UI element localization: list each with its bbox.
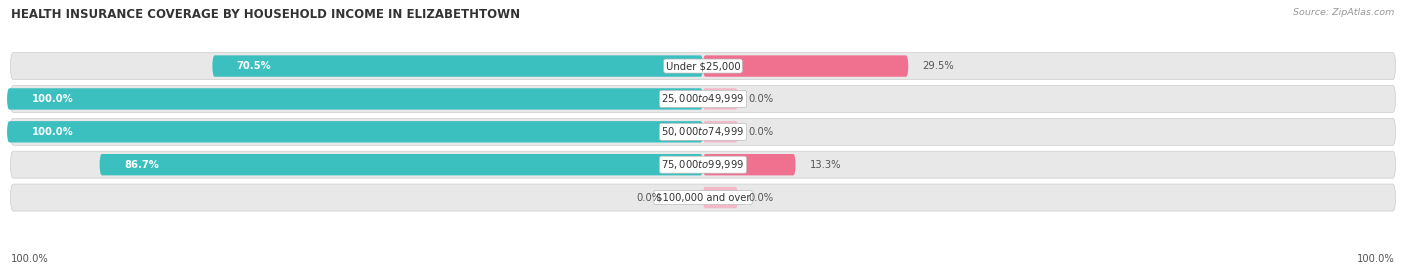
FancyBboxPatch shape bbox=[703, 121, 738, 143]
FancyBboxPatch shape bbox=[7, 88, 703, 110]
Text: 0.0%: 0.0% bbox=[748, 193, 773, 203]
FancyBboxPatch shape bbox=[703, 88, 738, 110]
Text: 100.0%: 100.0% bbox=[31, 127, 73, 137]
Text: 70.5%: 70.5% bbox=[236, 61, 271, 71]
FancyBboxPatch shape bbox=[100, 154, 703, 175]
FancyBboxPatch shape bbox=[10, 52, 1396, 80]
Text: 100.0%: 100.0% bbox=[1357, 254, 1395, 264]
FancyBboxPatch shape bbox=[7, 121, 703, 143]
FancyBboxPatch shape bbox=[703, 187, 738, 208]
FancyBboxPatch shape bbox=[703, 55, 908, 77]
FancyBboxPatch shape bbox=[703, 154, 796, 175]
Text: 100.0%: 100.0% bbox=[11, 254, 49, 264]
Text: $25,000 to $49,999: $25,000 to $49,999 bbox=[661, 93, 745, 105]
FancyBboxPatch shape bbox=[10, 184, 1396, 211]
Text: HEALTH INSURANCE COVERAGE BY HOUSEHOLD INCOME IN ELIZABETHTOWN: HEALTH INSURANCE COVERAGE BY HOUSEHOLD I… bbox=[11, 8, 520, 21]
Text: $50,000 to $74,999: $50,000 to $74,999 bbox=[661, 125, 745, 138]
Text: $75,000 to $99,999: $75,000 to $99,999 bbox=[661, 158, 745, 171]
Text: 0.0%: 0.0% bbox=[636, 193, 661, 203]
Text: 0.0%: 0.0% bbox=[748, 94, 773, 104]
Text: 0.0%: 0.0% bbox=[748, 127, 773, 137]
Text: 86.7%: 86.7% bbox=[124, 160, 159, 170]
FancyBboxPatch shape bbox=[10, 118, 1396, 145]
FancyBboxPatch shape bbox=[10, 86, 1396, 112]
FancyBboxPatch shape bbox=[10, 151, 1396, 178]
Text: Source: ZipAtlas.com: Source: ZipAtlas.com bbox=[1294, 8, 1395, 17]
Text: $100,000 and over: $100,000 and over bbox=[655, 193, 751, 203]
Text: 100.0%: 100.0% bbox=[31, 94, 73, 104]
Text: 29.5%: 29.5% bbox=[922, 61, 955, 71]
Text: 13.3%: 13.3% bbox=[810, 160, 841, 170]
Text: Under $25,000: Under $25,000 bbox=[665, 61, 741, 71]
FancyBboxPatch shape bbox=[212, 55, 703, 77]
